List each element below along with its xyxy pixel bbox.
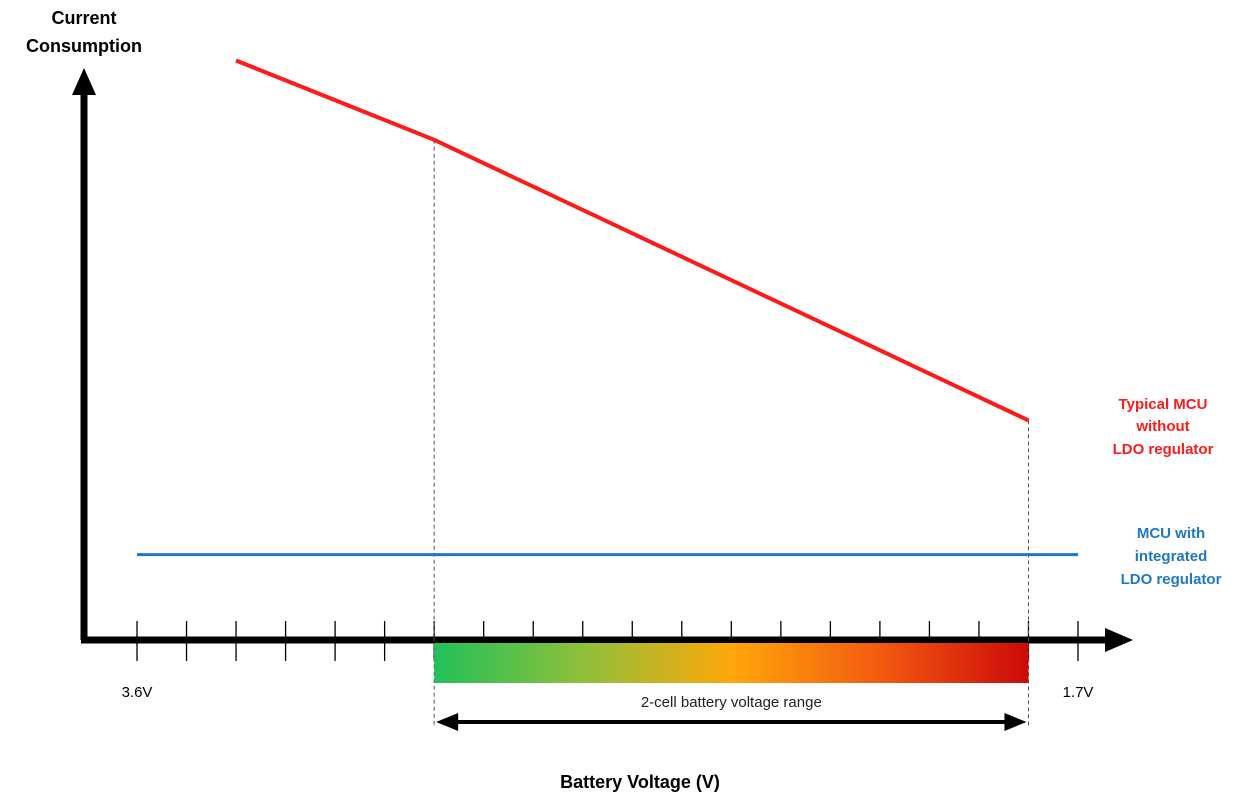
series-label-typical-mcu-line3: LDO regulator xyxy=(1113,441,1214,458)
range-arrowhead-right xyxy=(1004,713,1027,731)
x-axis-label: Battery Voltage (V) xyxy=(560,772,720,792)
series-label-typical-mcu-line2: without xyxy=(1135,418,1189,435)
series-label-mcu-ldo-line2: integrated xyxy=(1135,548,1208,565)
series-label-mcu-ldo: MCU with integrated LDO regulator xyxy=(1121,525,1222,588)
battery-range-bar xyxy=(434,643,1029,683)
series-label-mcu-ldo-line3: LDO regulator xyxy=(1121,571,1222,588)
y-axis-label-line2: Consumption xyxy=(26,36,142,56)
series-label-typical-mcu-line1: Typical MCU xyxy=(1119,396,1208,413)
series-label-mcu-ldo-line1: MCU with xyxy=(1137,525,1205,542)
series-line-typical-mcu xyxy=(235,58,1030,423)
y-axis-arrowhead xyxy=(72,68,96,95)
x-start-label: 3.6V xyxy=(122,684,153,701)
range-arrowhead-left xyxy=(436,713,459,731)
y-axis-label-line1: Current xyxy=(51,8,116,28)
x-axis-arrowhead xyxy=(1105,628,1133,652)
range-label: 2-cell battery voltage range xyxy=(641,694,822,711)
series-label-typical-mcu: Typical MCU without LDO regulator xyxy=(1113,396,1214,458)
x-end-label: 1.7V xyxy=(1063,684,1094,701)
